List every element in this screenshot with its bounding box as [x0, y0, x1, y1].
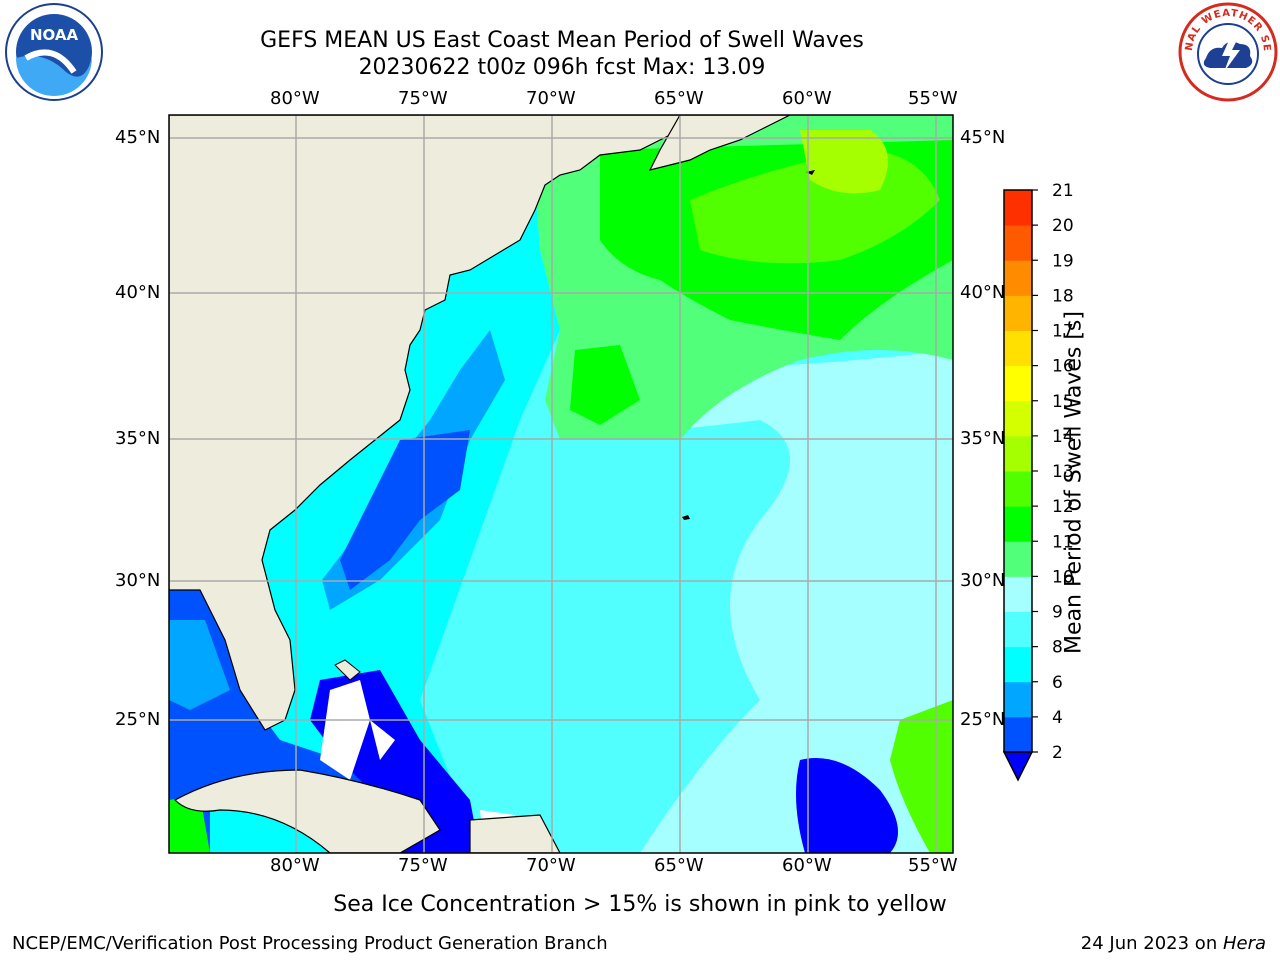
colorbar-segment — [1004, 295, 1032, 331]
colorbar-segment — [1004, 330, 1032, 367]
lat-label-right-35n: 35°N — [960, 428, 1006, 449]
colorbar-segment — [1004, 576, 1032, 612]
lon-label-top-75w: 75°W — [398, 88, 448, 109]
colorbar-tick-label: 21 — [1052, 181, 1074, 201]
colorbar-segment — [1004, 541, 1032, 577]
colorbar-segment — [1004, 225, 1032, 261]
colorbar-tick-label: 14 — [1052, 427, 1074, 447]
lon-label-top-55w: 55°W — [908, 88, 958, 109]
noaa-logo-icon: NOAA — [5, 3, 103, 101]
chart-title: GEFS MEAN US East Coast Mean Period of S… — [260, 28, 864, 53]
swell-region-2s-nearshore — [340, 430, 470, 590]
lat-label-right-40n: 40°N — [960, 282, 1006, 303]
lon-label-top-70w: 70°W — [526, 88, 576, 109]
colorbar-tick-label: 8 — [1052, 638, 1063, 658]
lat-label-left-30n: 30°N — [115, 570, 161, 591]
lon-label-bottom-60w: 60°W — [782, 855, 832, 876]
colorbar-segment — [1004, 681, 1032, 718]
lon-label-bottom-55w: 55°W — [908, 855, 958, 876]
lon-label-bottom-75w: 75°W — [398, 855, 448, 876]
swell-region-10-11s-south — [570, 345, 640, 425]
gulf-swell-light — [169, 620, 230, 710]
colorbar-tick-label: 4 — [1052, 708, 1063, 728]
colorbar-tick-label: 10 — [1052, 567, 1074, 587]
land-bahamas-island — [334, 659, 361, 681]
colorbar-segment — [1004, 611, 1032, 648]
colorbar-tick-label: 11 — [1052, 532, 1074, 552]
land-nova-scotia — [648, 115, 791, 171]
colorbar-segment — [1004, 716, 1032, 753]
land-bermuda — [682, 515, 690, 520]
land-hispaniola — [469, 814, 561, 853]
colorbar-under-triangle — [1002, 751, 1034, 782]
lon-label-top-60w: 60°W — [782, 88, 832, 109]
lat-label-left-25n: 25°N — [115, 709, 161, 730]
lon-label-bottom-80w: 80°W — [270, 855, 320, 876]
footer-credit: NCEP/EMC/Verification Post Processing Pr… — [12, 933, 608, 954]
lat-label-left-40n: 40°N — [115, 282, 161, 303]
colorbar-tick-label: 16 — [1052, 357, 1074, 377]
nws-logo-icon: NATIONAL WEATHER SERVICE — [1178, 2, 1278, 102]
footer-date: 24 Jun 2023 on Hera — [1081, 933, 1266, 954]
colorbar-tick-label: 2 — [1052, 743, 1063, 763]
colorbar-tick-label: 9 — [1052, 603, 1063, 623]
swell-region-se-low — [796, 758, 898, 853]
colorbar-tick-label: 20 — [1052, 216, 1074, 236]
land-cuba — [174, 769, 441, 853]
land-sable-island — [806, 170, 815, 175]
lon-label-bottom-70w: 70°W — [526, 855, 576, 876]
footer-machine: Hera — [1222, 933, 1266, 954]
colorbar: 2 4 6 8 9 10 11 12 13 14 15 16 17 18 19 20 21 — [1002, 181, 1074, 782]
colorbar-segment — [1004, 365, 1032, 402]
colorbar-tick-label: 12 — [1052, 497, 1074, 517]
lat-label-left-45n: 45°N — [115, 127, 161, 148]
colorbar-tick-label: 19 — [1052, 251, 1074, 271]
lon-label-top-80w: 80°W — [270, 88, 320, 109]
missing-data-small — [370, 720, 395, 760]
colorbar-label: Mean Period of Swell Waves [s] — [1061, 311, 1087, 654]
map-frame — [168, 114, 954, 854]
colorbar-tick-label: 6 — [1052, 673, 1063, 693]
lat-label-right-45n: 45°N — [960, 127, 1006, 148]
colorbar-tick-label: 15 — [1052, 392, 1074, 412]
swell-region-se-corner — [890, 700, 953, 853]
lat-label-right-25n: 25°N — [960, 709, 1006, 730]
colorbar-tick-label: 18 — [1052, 286, 1074, 306]
map-plot-area — [169, 115, 953, 853]
lat-label-right-30n: 30°N — [960, 570, 1006, 591]
colorbar-segment — [1004, 190, 1032, 226]
missing-data-bahamas — [320, 680, 370, 780]
colorbar-segment — [1004, 471, 1032, 507]
sea-ice-note: Sea Ice Concentration > 15% is shown in … — [333, 892, 947, 917]
lon-label-top-65w: 65°W — [654, 88, 704, 109]
colorbar-segment — [1004, 506, 1032, 542]
map-gridlines — [169, 115, 953, 853]
colorbar-segment — [1004, 435, 1032, 472]
footer-date-text: 24 Jun 2023 on — [1080, 933, 1223, 954]
swell-region-8-9s — [560, 350, 953, 853]
colorbar-tick-label: 13 — [1052, 462, 1074, 482]
lon-label-bottom-65w: 65°W — [654, 855, 704, 876]
swell-region-12-13s — [800, 130, 888, 194]
chart-subtitle: 20230622 t00z 096h fcst Max: 13.09 — [358, 55, 766, 80]
colorbar-tick-label: 17 — [1052, 322, 1074, 342]
colorbar-segment — [1004, 646, 1032, 683]
noaa-logo-text: NOAA — [30, 26, 79, 44]
colorbar-segment — [1004, 400, 1032, 437]
lat-label-left-35n: 35°N — [115, 428, 161, 449]
colorbar-segment — [1004, 260, 1032, 296]
